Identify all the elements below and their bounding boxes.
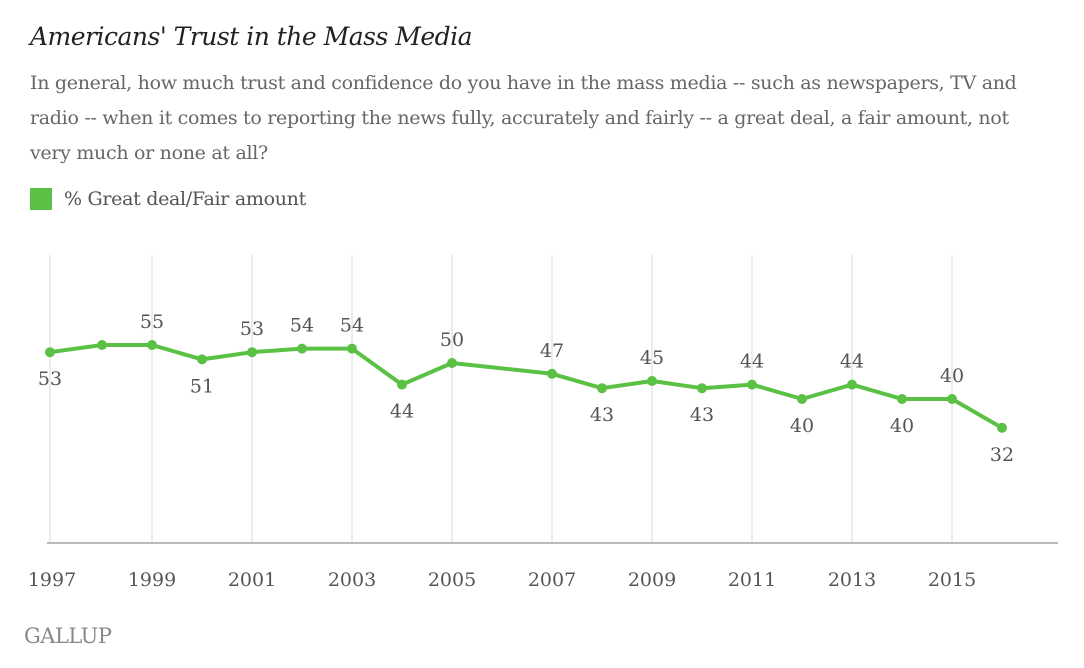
data-point	[197, 354, 207, 365]
data-point	[647, 376, 657, 386]
x-tick-label: 2005	[428, 569, 476, 591]
data-label: 53	[38, 368, 62, 390]
data-point	[347, 343, 357, 354]
x-tick-label: 2013	[828, 569, 876, 591]
x-tick-label: 1997	[28, 569, 76, 591]
data-label: 54	[340, 315, 364, 337]
data-point	[747, 379, 757, 390]
data-label: 43	[590, 404, 614, 426]
x-tick-label: 2015	[928, 569, 976, 591]
data-label: 44	[740, 351, 764, 373]
data-point	[847, 379, 857, 390]
data-point	[797, 394, 807, 404]
data-point	[997, 422, 1007, 433]
x-tick-label: 2011	[728, 569, 776, 591]
data-label: 50	[440, 329, 464, 351]
data-label: 54	[290, 315, 314, 337]
data-point	[697, 383, 707, 394]
legend-swatch	[30, 188, 52, 210]
x-tick-label: 2001	[228, 569, 276, 591]
data-label: 55	[140, 311, 164, 333]
data-label: 45	[640, 347, 664, 369]
chart-subtitle: In general, how much trust and confidenc…	[30, 72, 1017, 164]
data-label: 51	[190, 375, 214, 397]
data-label: 44	[390, 401, 414, 423]
data-point	[247, 347, 257, 358]
x-tick-label: 2007	[528, 569, 576, 591]
data-point	[45, 347, 55, 358]
data-label: 40	[890, 415, 914, 437]
data-point	[597, 383, 607, 394]
data-label: 40	[940, 365, 964, 387]
data-point	[147, 340, 157, 350]
data-label: 44	[840, 351, 864, 373]
data-point	[897, 394, 907, 404]
x-tick-label: 2003	[328, 569, 376, 591]
x-tick-label: 1999	[128, 569, 176, 591]
data-point	[547, 368, 557, 379]
data-point	[397, 379, 407, 390]
data-point	[947, 394, 957, 404]
data-point	[97, 340, 107, 350]
legend-label: % Great deal/Fair amount	[64, 188, 306, 210]
data-label: 40	[790, 415, 814, 437]
data-point	[447, 358, 457, 368]
data-label: 47	[540, 340, 564, 362]
data-label: 32	[990, 444, 1014, 466]
data-point	[297, 343, 307, 354]
data-label: 43	[690, 404, 714, 426]
gallup-logo: GALLUP	[24, 624, 112, 648]
chart-title: Americans' Trust in the Mass Media	[30, 22, 473, 51]
data-label: 53	[240, 318, 264, 340]
legend: % Great deal/Fair amount	[30, 188, 306, 210]
x-tick-label: 2009	[628, 569, 676, 591]
